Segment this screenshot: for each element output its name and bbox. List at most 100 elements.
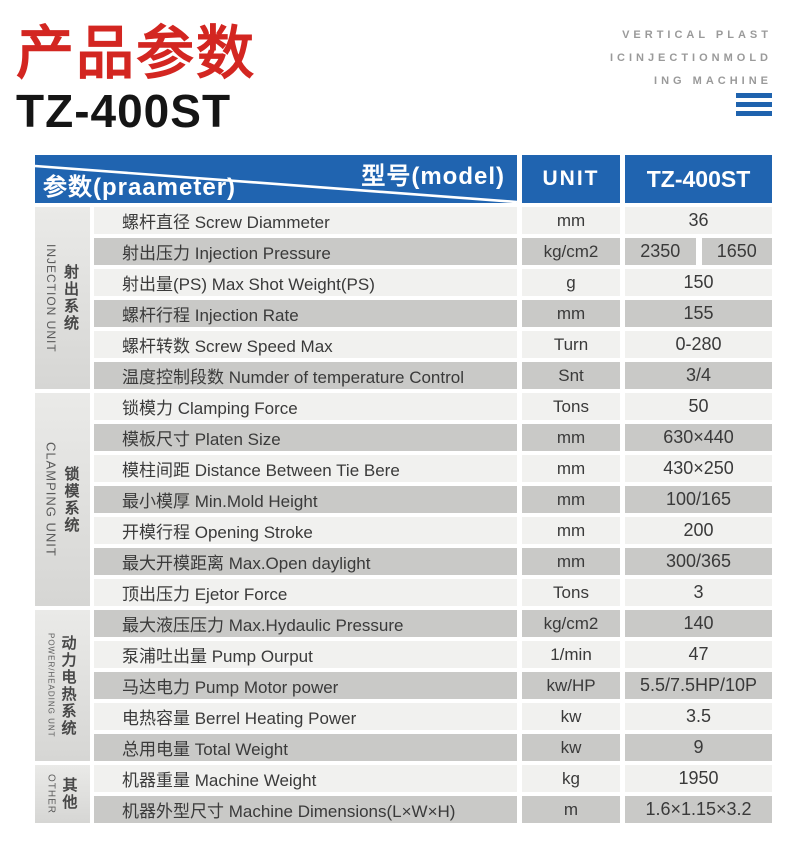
table-row: 泵浦吐出量 Pump Ourput 1/min 47 (94, 641, 772, 668)
table-header-row: 型号(model) 参数(praameter) UNIT TZ-400ST (35, 155, 772, 203)
section-rows: 机器重量 Machine Weight kg 1950 机器外型尺寸 Machine … (94, 765, 772, 823)
brand-line: VERTICAL PLAST (622, 29, 772, 41)
unit-value: kw (522, 734, 620, 761)
header-cell-unit: UNIT (522, 155, 620, 203)
spec-value: 3/4 (625, 362, 772, 389)
unit-value: mm (522, 455, 620, 482)
spec-value: 3 (625, 579, 772, 606)
parameter-label: 模板尺寸 Platen Size (94, 424, 517, 451)
unit-value: mm (522, 548, 620, 575)
unit-value: kg/cm2 (522, 610, 620, 637)
spec-value: 300/365 (625, 548, 772, 575)
spec-value: 1.6×1.15×3.2 (625, 796, 772, 823)
table-row: 电热容量 Berrel Heating Power kw 3.5 (94, 703, 772, 730)
spec-sub-value: 2350 (625, 238, 696, 265)
parameter-label: 顶出压力 Ejetor Force (94, 579, 517, 606)
header-parameter-label: 参数(praameter) (43, 174, 237, 201)
spec-value: 2350 1650 (625, 238, 772, 265)
unit-value: Tons (522, 579, 620, 606)
unit-value: mm (522, 517, 620, 544)
spec-value: 630×440 (625, 424, 772, 451)
parameter-label: 最大开模距离 Max.Open daylight (94, 548, 517, 575)
spec-value: 200 (625, 517, 772, 544)
spec-table: 型号(model) 参数(praameter) UNIT TZ-400ST IN… (35, 155, 772, 823)
spec-value: 0-280 (625, 331, 772, 358)
menu-icon-bar (736, 93, 772, 98)
spec-value: 155 (625, 300, 772, 327)
table-row: 锁模力 Clamping Force Tons 50 (94, 393, 772, 420)
section-name-en: POWER/HEADING UNT (46, 633, 56, 738)
table-section: INJECTION UNIT 射出系统 螺杆直径 Screw Diammeter mm… (35, 207, 772, 389)
table-row: 开模行程 Opening Stroke mm 200 (94, 517, 772, 544)
unit-value: g (522, 269, 620, 296)
parameter-label: 锁模力 Clamping Force (94, 393, 517, 420)
page-header: 产品参数 TZ-400ST VERTICAL PLAST ICINJECTION… (0, 0, 790, 152)
parameter-label: 机器外型尺寸 Machine Dimensions(L×W×H) (94, 796, 517, 823)
parameter-label: 电热容量 Berrel Heating Power (94, 703, 517, 730)
section-rows: 最大液压压力 Max.Hydaulic Pressure kg/cm2 140 泵浦吐… (94, 610, 772, 761)
section-rail: POWER/HEADING UNT 动力电热系统 (35, 610, 90, 761)
parameter-label: 最小模厚 Min.Mold Height (94, 486, 517, 513)
table-section: CLAMPING UNIT 锁模系统 锁模力 Clamping Force Tons 5… (35, 393, 772, 606)
menu-icon-bar (736, 111, 772, 116)
unit-value: mm (522, 207, 620, 234)
header-cell-model-value: TZ-400ST (625, 155, 772, 203)
spec-value: 47 (625, 641, 772, 668)
parameter-label: 射出量(PS) Max Shot Weight(PS) (94, 269, 517, 296)
unit-value: Snt (522, 362, 620, 389)
table-row: 螺杆直径 Screw Diammeter mm 36 (94, 207, 772, 234)
model-title: TZ-400ST (16, 85, 232, 137)
parameter-label: 螺杆转数 Screw Speed Max (94, 331, 517, 358)
page-title: 产品参数 (16, 21, 257, 86)
header-cell-parameter-model: 型号(model) 参数(praameter) (35, 155, 517, 203)
unit-value: kw (522, 703, 620, 730)
diagonal-divider-line (35, 164, 517, 203)
unit-value: kg (522, 765, 620, 792)
section-name-en: INJECTION UNIT (44, 243, 58, 353)
table-row: 射出压力 Injection Pressure kg/cm2 2350 1650 (94, 238, 772, 265)
spec-value: 100/165 (625, 486, 772, 513)
spec-value: 430×250 (625, 455, 772, 482)
spec-value: 3.5 (625, 703, 772, 730)
unit-value: 1/min (522, 641, 620, 668)
unit-value: kw/HP (522, 672, 620, 699)
section-name-cn: 射出系统 (62, 264, 79, 332)
table-row: 马达电力 Pump Motor power kw/HP 5.5/7.5HP/10P (94, 672, 772, 699)
header-model-label: 型号(model) (361, 163, 505, 190)
spec-value: 36 (625, 207, 772, 234)
spec-value: 1950 (625, 765, 772, 792)
brand-line: ICINJECTIONMOLD (609, 52, 772, 64)
menu-icon-bar (736, 102, 772, 107)
section-rail: INJECTION UNIT 射出系统 (35, 207, 90, 389)
unit-value: kg/cm2 (522, 238, 620, 265)
section-name-en: OTHER (45, 774, 57, 814)
menu-icon[interactable] (736, 93, 772, 116)
table-row: 总用电量 Total Weight kw 9 (94, 734, 772, 761)
brand-tagline: VERTICAL PLAST ICINJECTIONMOLD ING MACHI… (610, 24, 772, 93)
table-row: 最大液压压力 Max.Hydaulic Pressure kg/cm2 140 (94, 610, 772, 637)
section-rows: 螺杆直径 Screw Diammeter mm 36 射出压力 Injection P… (94, 207, 772, 389)
table-row: 螺杆行程 Injection Rate mm 155 (94, 300, 772, 327)
parameter-label: 马达电力 Pump Motor power (94, 672, 517, 699)
spec-value: 150 (625, 269, 772, 296)
spec-sub-value: 1650 (701, 238, 772, 265)
section-rail: OTHER 其他 (35, 765, 90, 823)
table-section: POWER/HEADING UNT 动力电热系统 最大液压压力 Max.Hydaul… (35, 610, 772, 761)
parameter-label: 温度控制段数 Numder of temperature Control (94, 362, 517, 389)
table-row: 螺杆转数 Screw Speed Max Turn 0-280 (94, 331, 772, 358)
parameter-label: 机器重量 Machine Weight (94, 765, 517, 792)
table-section: OTHER 其他 机器重量 Machine Weight kg 1950 机器外型尺寸 M… (35, 765, 772, 823)
spec-value: 50 (625, 393, 772, 420)
section-name-cn: 其他 (60, 777, 78, 811)
table-row: 机器外型尺寸 Machine Dimensions(L×W×H) m 1.6×1.1… (94, 796, 772, 823)
table-row: 顶出压力 Ejetor Force Tons 3 (94, 579, 772, 606)
section-rows: 锁模力 Clamping Force Tons 50 模板尺寸 Platen Size… (94, 393, 772, 606)
parameter-label: 开模行程 Opening Stroke (94, 517, 517, 544)
section-name-cn: 动力电热系统 (59, 634, 77, 737)
parameter-label: 螺杆直径 Screw Diammeter (94, 207, 517, 234)
unit-value: mm (522, 300, 620, 327)
table-row: 最小模厚 Min.Mold Height mm 100/165 (94, 486, 772, 513)
section-name-cn: 锁模系统 (62, 465, 80, 534)
parameter-label: 最大液压压力 Max.Hydaulic Pressure (94, 610, 517, 637)
spec-value: 5.5/7.5HP/10P (625, 672, 772, 699)
